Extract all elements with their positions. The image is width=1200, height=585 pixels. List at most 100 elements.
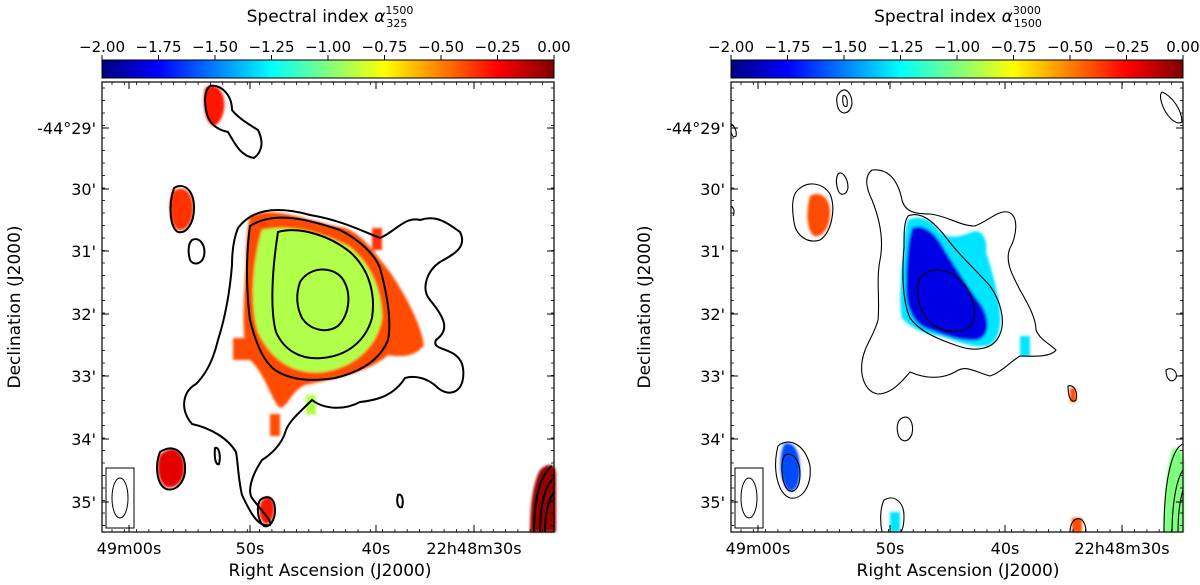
contour-inner — [902, 214, 1003, 350]
colorbar-tick-label: −1.00 — [305, 38, 351, 56]
contour-level-2 — [246, 216, 391, 381]
contour-north — [204, 84, 263, 160]
y-tick-label: 32' — [700, 305, 725, 324]
beam-box — [105, 467, 135, 529]
y-tick-label: 30' — [700, 180, 725, 199]
colorbar-gradient — [730, 59, 1184, 79]
y-tick-label: -44°29' — [666, 119, 725, 138]
contour-north-1 — [836, 89, 853, 114]
contour-west — [792, 183, 834, 242]
colorbar-tick-label: −2.00 — [708, 38, 754, 56]
beam-ellipse — [740, 477, 758, 519]
x-tick-label: 40s — [991, 539, 1020, 558]
y-tick-label: 33' — [700, 367, 725, 386]
colorbar: −2.00 −1.75 −1.50 −1.25 −1.00 −0.75 −0.50 −0.25… — [79, 38, 571, 79]
contour-north-east — [1159, 91, 1183, 124]
contour-south — [256, 496, 277, 528]
region-north-source — [204, 85, 225, 126]
x-axis-label: Right Ascension (J2000) — [857, 561, 1060, 581]
y-tick-label: 31' — [700, 242, 725, 261]
contour-north-west-edge — [730, 123, 737, 138]
y-axis: -44°29' 30' 31' 32' 33' 34' 35' — [37, 87, 554, 526]
contours — [156, 84, 555, 533]
contour-south-east-small — [396, 493, 404, 509]
region-south-west-source — [158, 449, 185, 488]
plot-frame — [730, 81, 1184, 533]
colorbar: −2.00 −1.75 −1.50 −1.25 −1.00 −0.75 −0.50 −0.25… — [708, 38, 1200, 79]
contour-east-edge-2 — [1171, 469, 1184, 533]
colorbar-tick-label: −0.75 — [991, 38, 1037, 56]
chart-title: Spectral index α1500 325 — [247, 4, 414, 30]
region-south-source — [259, 497, 275, 525]
y-tick-label: 34' — [71, 430, 96, 449]
contour-east-small — [1165, 368, 1177, 382]
contour-south-west-outer — [775, 441, 811, 499]
panel-spectral-index-325-1500: Spectral index α1500 325 −2.00 −1.75 −1.50−… — [5, 4, 571, 581]
region-west-compact-source — [170, 188, 194, 231]
colorbar-tick-label: −0.25 — [475, 38, 521, 56]
region-core — [905, 226, 988, 341]
contour-mid-west — [835, 172, 849, 195]
colorbar-gradient — [101, 59, 555, 79]
colorbar-tick-label: −1.50 — [192, 38, 238, 56]
y-tick-label: 35' — [71, 493, 96, 512]
x-tick-label: 40s — [362, 539, 391, 558]
chart-title: Spectral index α3000 1500 — [874, 4, 1042, 30]
contour-west-edge — [730, 205, 735, 217]
beam-ellipse — [111, 477, 129, 519]
colorbar-tick-label: −2.00 — [79, 38, 125, 56]
y-tick-label: -44°29' — [37, 119, 96, 138]
colorbar-tick-label: −0.75 — [362, 38, 408, 56]
y-tick-label: 32' — [71, 305, 96, 324]
x-tick-label: 50s — [876, 539, 905, 558]
contour-south-east-bottom — [1069, 518, 1087, 533]
x-tick-label: 49m00s — [97, 539, 162, 558]
y-tick-label: 30' — [71, 180, 96, 199]
y-axis-label: Declination (J2000) — [5, 225, 25, 388]
y-axis-label: Declination (J2000) — [635, 225, 655, 388]
contour-south-small — [213, 446, 221, 466]
region-knot-south — [1070, 388, 1076, 402]
y-tick-label: 35' — [700, 493, 725, 512]
contour-south-bottom — [880, 497, 905, 533]
x-tick-label: 22h48m30s — [1074, 539, 1169, 558]
contour-east-edge-3 — [544, 491, 555, 533]
beam-box — [734, 467, 764, 529]
contour-east-edge-3 — [1177, 489, 1184, 533]
region-core-pixels-south — [270, 414, 280, 436]
colorbar-tick-label: 0.00 — [537, 38, 570, 56]
region-west-source — [807, 193, 830, 237]
colorbar-tick-label: −1.25 — [249, 38, 295, 56]
contour-south-west — [156, 447, 187, 491]
colorbar-tick-label: −0.25 — [1104, 38, 1150, 56]
contour-level-4 — [296, 268, 350, 332]
x-tick-label: 49m00s — [726, 539, 791, 558]
contour-east-edge-1 — [533, 465, 553, 533]
contour-east-edge-2 — [539, 477, 555, 533]
region-knot-south-west — [890, 512, 900, 532]
colorbar-tick-label: −1.75 — [765, 38, 811, 56]
region-core-pixels-south2 — [306, 395, 316, 415]
contour-west-small — [187, 238, 206, 265]
contour-outer — [183, 208, 465, 527]
colorbar-tick-label: −1.75 — [136, 38, 182, 56]
plot-frame — [101, 81, 555, 533]
contours — [730, 89, 1184, 533]
contour-level-3 — [271, 229, 374, 360]
colorbar-tick-label: −0.50 — [1047, 38, 1093, 56]
y-tick-label: 31' — [71, 242, 96, 261]
region-core-knot — [372, 228, 382, 250]
colorbar-tick-label: −1.50 — [821, 38, 867, 56]
x-axis: 49m00s 50s 40s 22h48m30s — [97, 82, 543, 558]
colorbar-ticks: −2.00 −1.75 −1.50 −1.25 −1.00 −0.75 −0.50 −0.25… — [708, 38, 1200, 60]
colorbar-tick-label: −1.00 — [934, 38, 980, 56]
contour-outer — [861, 169, 1057, 395]
contour-south-west-inner — [781, 453, 801, 492]
contour-east-edge-1 — [1163, 443, 1184, 533]
x-tick-label: 22h48m30s — [426, 539, 521, 558]
region-knot-east — [1020, 336, 1030, 356]
y-tick-label: 34' — [700, 430, 725, 449]
x-axis: 49m00s 50s 40s 22h48m30s — [726, 82, 1172, 558]
x-axis-label: Right Ascension (J2000) — [229, 561, 432, 581]
